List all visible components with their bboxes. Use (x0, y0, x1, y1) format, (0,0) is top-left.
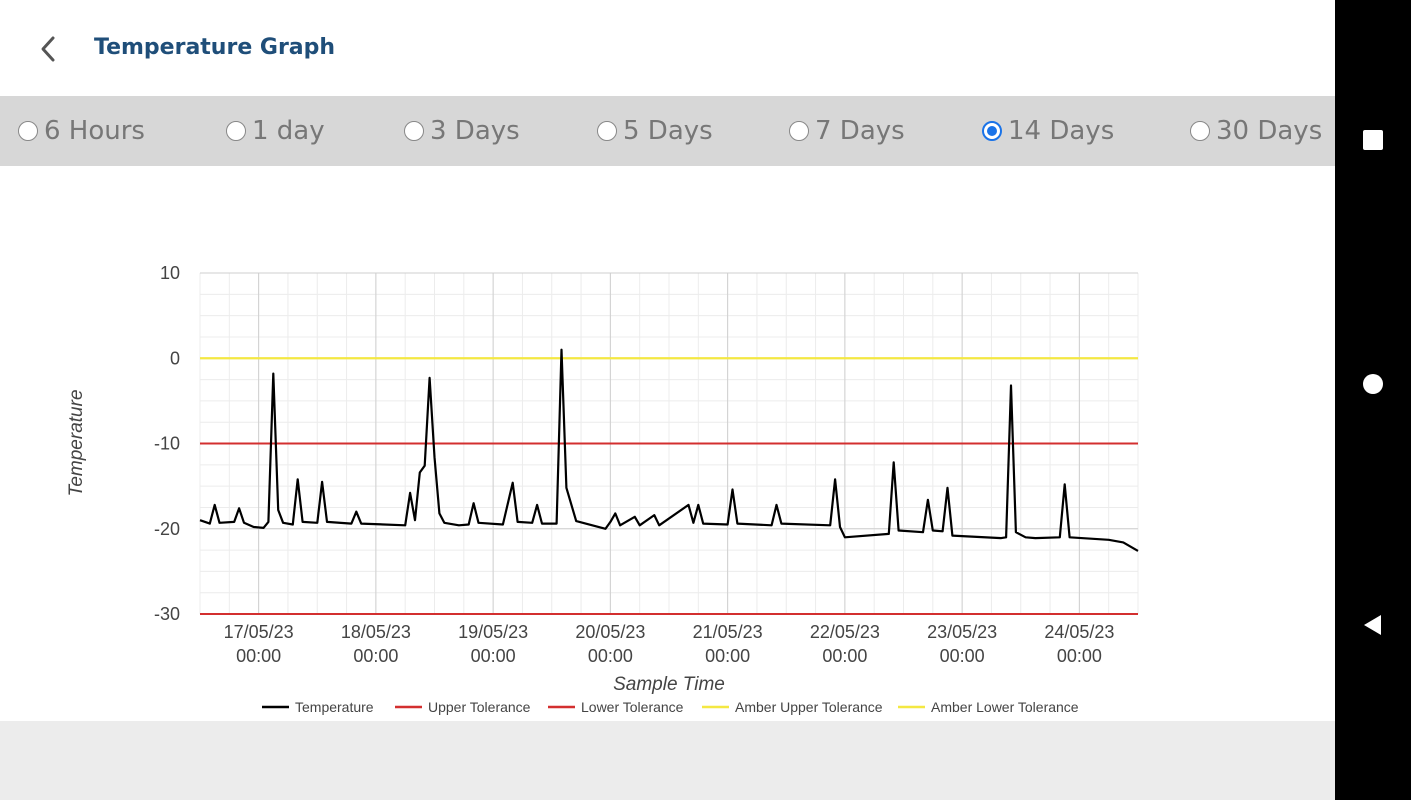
legend-label: Amber Lower Tolerance (931, 699, 1079, 715)
radio-button[interactable] (982, 121, 1002, 141)
x-tick-label-time: 00:00 (236, 646, 281, 666)
y-tick-label: -10 (154, 434, 180, 454)
y-axis-title: Temperature (66, 389, 87, 496)
y-tick-label: -20 (154, 519, 180, 539)
radio-button[interactable] (18, 121, 38, 141)
range-option-label: 6 Hours (44, 116, 145, 146)
home-button[interactable] (1353, 364, 1393, 404)
legend-label: Upper Tolerance (428, 699, 531, 715)
x-tick-label-time: 00:00 (822, 646, 867, 666)
range-option-label: 7 Days (815, 116, 905, 146)
triangle-back-icon (1364, 615, 1381, 635)
radio-button[interactable] (404, 121, 424, 141)
temperature-chart: 17/05/23 00:00 18/05/23 00:00 19/05/23 00:00 2… (66, 263, 1139, 715)
range-option-14-days[interactable]: 14 Days (982, 96, 1114, 166)
legend-label: Temperature (295, 699, 374, 715)
x-tick-label-date: 19/05/23 (458, 622, 528, 642)
range-option-30-days[interactable]: 30 Days (1190, 96, 1322, 166)
radio-button[interactable] (597, 121, 617, 141)
x-tick-label-date: 18/05/23 (341, 622, 411, 642)
range-option-1-day[interactable]: 1 day (226, 96, 325, 166)
system-nav-bar (1335, 0, 1411, 800)
x-tick-label-date: 22/05/23 (810, 622, 880, 642)
radio-button[interactable] (789, 121, 809, 141)
recents-button[interactable] (1353, 120, 1393, 160)
square-icon (1363, 130, 1383, 150)
x-axis-title: Sample Time (613, 674, 725, 695)
y-tick-label: -30 (154, 604, 180, 624)
x-tick-label-date: 20/05/23 (575, 622, 645, 642)
x-tick-label-time: 00:00 (1057, 646, 1102, 666)
range-option-5-days[interactable]: 5 Days (597, 96, 713, 166)
x-tick-label-date: 24/05/23 (1044, 622, 1114, 642)
x-tick-label-date: 21/05/23 (693, 622, 763, 642)
range-option-label: 30 Days (1216, 116, 1323, 146)
circle-icon (1363, 374, 1383, 394)
range-option-label: 1 day (252, 116, 325, 146)
range-option-7-days[interactable]: 7 Days (789, 96, 905, 166)
time-range-selector: 6 Hours 1 day 3 Days 5 Days 7 Days 14 Da… (0, 96, 1335, 166)
x-tick-label-time: 00:00 (353, 646, 398, 666)
x-tick-label-time: 00:00 (471, 646, 516, 666)
legend-label: Lower Tolerance (581, 699, 684, 715)
x-tick-label-time: 00:00 (705, 646, 750, 666)
x-tick-label-date: 23/05/23 (927, 622, 997, 642)
radio-button[interactable] (226, 121, 246, 141)
radio-button[interactable] (1190, 121, 1210, 141)
range-option-label: 3 Days (430, 116, 520, 146)
y-tick-label: 0 (170, 348, 180, 368)
chart-container: 17/05/23 00:00 18/05/23 00:00 19/05/23 00:00 2… (0, 166, 1335, 721)
footer-area (0, 721, 1335, 800)
page-title: Temperature Graph (94, 35, 336, 60)
legend-label: Amber Upper Tolerance (735, 699, 883, 715)
app-screen: Temperature Graph 6 Hours 1 day 3 Days 5… (0, 0, 1335, 800)
range-option-label: 14 Days (1008, 116, 1115, 146)
range-option-6-hours[interactable]: 6 Hours (18, 96, 145, 166)
chevron-left-icon (41, 36, 55, 62)
back-nav-button[interactable] (1353, 605, 1393, 645)
app-header: Temperature Graph (0, 0, 1335, 96)
temperature-series-line (199, 348, 1139, 552)
x-tick-label-time: 00:00 (940, 646, 985, 666)
x-tick-label-date: 17/05/23 (224, 622, 294, 642)
back-button[interactable] (28, 28, 68, 70)
y-tick-label: 10 (160, 263, 180, 283)
range-option-3-days[interactable]: 3 Days (404, 96, 520, 166)
x-tick-label-time: 00:00 (588, 646, 633, 666)
range-option-label: 5 Days (623, 116, 713, 146)
